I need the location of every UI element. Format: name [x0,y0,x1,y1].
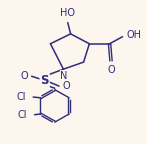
Text: Cl: Cl [16,92,26,102]
Text: O: O [62,81,70,91]
Text: HO: HO [60,8,75,18]
Text: OH: OH [126,30,141,40]
Text: N: N [60,71,68,80]
Text: Cl: Cl [18,110,27,120]
Text: O: O [107,65,115,75]
Text: O: O [21,71,28,81]
Text: S: S [40,74,49,87]
